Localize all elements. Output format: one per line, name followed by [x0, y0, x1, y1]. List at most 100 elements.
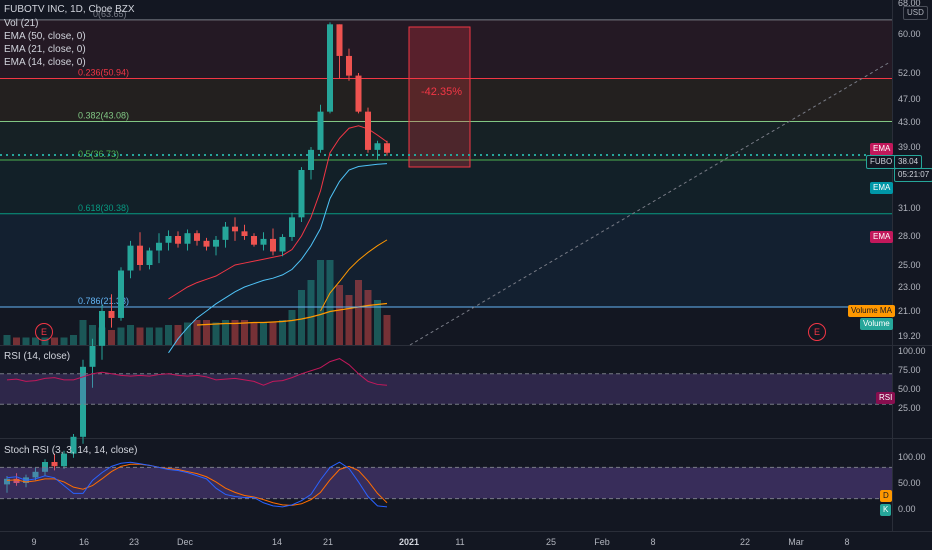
candle-body	[374, 143, 381, 150]
time-tick-label: 8	[650, 537, 655, 547]
indicator-vol[interactable]: Vol (21)	[4, 18, 39, 29]
stoch-tick-label: 50.00	[898, 478, 921, 488]
earnings-event-icon[interactable]: E	[35, 323, 53, 341]
price-tick-label: 60.00	[898, 29, 921, 39]
ema-badge: EMA	[870, 143, 894, 155]
stoch-pane[interactable]	[0, 439, 892, 531]
fib-label: 0.236(50.94)	[78, 68, 129, 78]
candle-body	[260, 238, 267, 245]
candle-body	[365, 111, 371, 150]
candle-body	[222, 226, 229, 240]
volume-bar	[3, 335, 11, 345]
volume-bar	[155, 327, 163, 345]
price-tick-label: 23.00	[898, 282, 921, 292]
volume-bar	[364, 290, 372, 345]
rsi-badge: RSI	[876, 392, 896, 404]
volume-bar	[307, 280, 315, 345]
indicator-ema21[interactable]: EMA (21, close, 0)	[4, 44, 86, 55]
ema-badge: EMA	[870, 231, 894, 243]
stoch-k-line	[6, 461, 388, 508]
currency-label[interactable]: USD	[903, 6, 928, 20]
ema14-line	[168, 125, 388, 300]
volume-bar	[184, 322, 191, 345]
volume-bar	[269, 322, 277, 345]
indicator-ema50[interactable]: EMA (50, close, 0)	[4, 31, 86, 42]
candle-body	[13, 478, 20, 483]
candle-body	[298, 170, 305, 218]
rsi-tick-label: 100.00	[898, 346, 926, 356]
price-tick-label: 25.00	[898, 260, 921, 270]
volume-bar	[336, 285, 343, 345]
time-tick-label: 23	[129, 537, 139, 547]
volume-bar	[345, 295, 353, 345]
time-tick-label: 9	[31, 537, 36, 547]
candle-body	[384, 143, 390, 153]
price-pane[interactable]	[0, 0, 892, 345]
fib-zone	[0, 160, 892, 214]
candle-body	[241, 231, 248, 236]
volume-bar	[298, 290, 305, 345]
candle-body	[32, 471, 39, 478]
volume-badge: Volume	[860, 318, 893, 330]
fib-label: 0(63.65)	[93, 9, 127, 19]
rsi-tick-label: 75.00	[898, 365, 921, 375]
volume-bar	[241, 320, 248, 345]
measure-box[interactable]	[408, 26, 471, 168]
candle-body	[184, 233, 191, 244]
candle-body	[308, 149, 314, 170]
candle-body	[194, 233, 200, 241]
candle-body	[51, 462, 58, 467]
volume-ma-badge: Volume MA	[848, 305, 895, 317]
time-tick-label: 2021	[399, 537, 419, 547]
rsi-pane[interactable]	[0, 346, 892, 438]
stoch-tick-label: 0.00	[898, 504, 916, 514]
price-tick-label: 47.00	[898, 94, 921, 104]
measure-label: -42.35%	[421, 86, 462, 98]
stoch-d-line	[6, 463, 388, 506]
rsi-tick-label: 25.00	[898, 403, 921, 413]
candle-body	[137, 245, 143, 265]
volume-bar	[212, 322, 220, 345]
volume-bar	[136, 327, 144, 345]
candle-body	[156, 242, 162, 251]
volume-bar	[260, 322, 267, 345]
countdown-badge: 05:21:07	[894, 168, 932, 182]
volume-bar	[127, 325, 134, 345]
volume-bar	[374, 300, 381, 345]
candle-body	[336, 24, 343, 56]
last-price-badge: 38.04	[894, 155, 923, 169]
candle-body	[165, 236, 172, 243]
time-tick-label: Dec	[177, 537, 194, 547]
ema21-line	[168, 163, 388, 354]
volume-bar	[165, 325, 172, 345]
volume-bar	[51, 337, 58, 345]
symbol-title[interactable]: FUBOTV INC, 1D, Cboe BZX	[4, 4, 135, 15]
volume-bar	[193, 320, 201, 345]
candle-body	[327, 24, 333, 112]
rsi-title[interactable]: RSI (14, close)	[4, 351, 71, 362]
volume-bar	[383, 315, 391, 345]
earnings-event-icon[interactable]: E	[808, 323, 826, 341]
candle-body	[89, 345, 96, 367]
stoch-k-badge: K	[880, 504, 892, 516]
price-tick-label: 31.00	[898, 203, 921, 213]
volume-bar	[32, 337, 39, 345]
time-tick-label: 11	[455, 537, 464, 547]
ema-badge: EMA	[870, 182, 894, 194]
trend-line[interactable]	[409, 61, 891, 346]
volume-bar	[203, 320, 210, 345]
stoch-tick-label: 100.00	[898, 452, 926, 462]
price-tick-label: 28.00	[898, 231, 921, 241]
stoch-title[interactable]: Stoch RSI (3, 3, 14, 14, close)	[4, 445, 138, 456]
volume-bar	[117, 327, 125, 345]
indicator-ema14[interactable]: EMA (14, close, 0)	[4, 57, 86, 68]
candle-body	[175, 236, 181, 244]
volume-bar	[22, 337, 30, 345]
volume-bar	[326, 260, 334, 345]
fib-zone	[0, 78, 892, 122]
volume-bar	[89, 325, 96, 345]
price-tick-label: 19.20	[898, 331, 921, 341]
volume-bar	[108, 330, 115, 345]
candle-body	[118, 270, 124, 318]
